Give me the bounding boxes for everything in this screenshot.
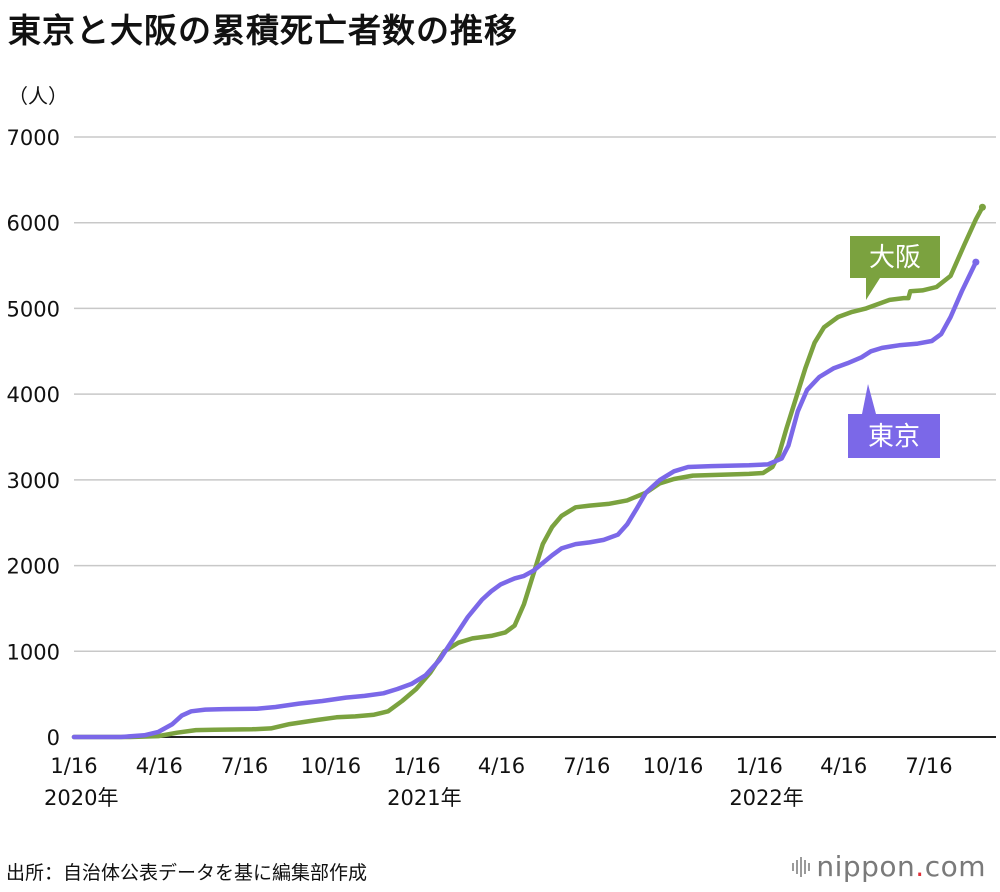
logo-dot: .: [915, 850, 925, 883]
x-tick-label-5: 4/16: [478, 754, 525, 778]
x-tick-year-0: 2020年: [44, 786, 118, 810]
x-tick-label-9: 4/16: [820, 754, 867, 778]
y-tick-label-7000: 7000: [7, 126, 60, 150]
grid-layer: [74, 136, 996, 738]
callout-tail-osaka: [866, 278, 880, 300]
series-label-osaka: 大阪: [869, 243, 921, 273]
y-tick-label-5000: 5000: [7, 297, 60, 321]
x-tick-label-3: 10/16: [301, 754, 362, 778]
logo-bars-icon: [792, 856, 811, 877]
y-tick-label-4000: 4000: [7, 383, 60, 407]
x-tick-label-1: 4/16: [136, 754, 183, 778]
x-tick-label-0: 1/16: [50, 754, 97, 778]
x-tick-labels: 1/16 2020年 4/16 7/16 10/16 1/16 2021年 4/16 7/16 1…: [44, 754, 953, 810]
y-tick-label-0: 0: [47, 726, 60, 750]
x-tick-label-10: 7/16: [905, 754, 952, 778]
callout-box-tokyo: [848, 414, 940, 458]
x-tick-year-8: 2022年: [729, 786, 803, 810]
x-tick-label-7: 10/16: [643, 754, 704, 778]
series-end-point-tokyo: [972, 258, 980, 266]
logo-name: nippon: [816, 850, 916, 883]
series-end-point-osaka: [978, 203, 986, 211]
y-axis-unit-label: （人）: [8, 84, 68, 108]
y-tick-labels: 0 1000 2000 3000 4000 5000 6000 7000: [7, 126, 60, 750]
nippon-logo: nippon. com: [792, 850, 986, 883]
x-tick-label-4: 1/16: [394, 754, 441, 778]
y-tick-label-1000: 1000: [7, 640, 60, 664]
series-label-tokyo: 東京: [868, 422, 920, 452]
callout-tail-tokyo: [862, 384, 876, 414]
series-layer: [71, 203, 986, 740]
series-line-tokyo: [71, 259, 979, 740]
x-tick-label-2: 7/16: [221, 754, 268, 778]
y-tick-label-3000: 3000: [7, 469, 60, 493]
y-tick-label-2000: 2000: [7, 555, 60, 579]
y-tick-label-6000: 6000: [7, 212, 60, 236]
series-line-osaka: [71, 205, 985, 740]
chart-title: 東京と大阪の累積死亡者数の推移: [8, 11, 518, 50]
logo-suffix: com: [924, 850, 986, 883]
callout-box-osaka: [850, 236, 940, 278]
source-note: 出所：自治体公表データを基に編集部作成: [6, 862, 368, 884]
x-tick-year-4: 2021年: [387, 786, 461, 810]
x-tick-label-6: 7/16: [563, 754, 610, 778]
x-tick-label-8: 1/16: [736, 754, 783, 778]
